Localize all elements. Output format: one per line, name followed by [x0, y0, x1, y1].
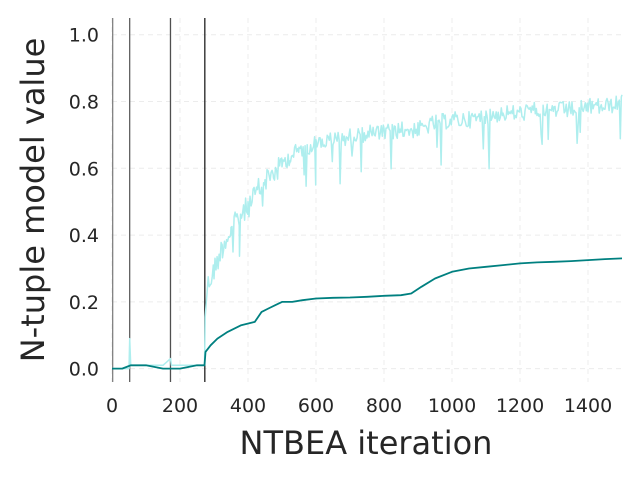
x-axis-label: NTBEA iteration [240, 424, 493, 462]
y-tick-label-2: 0.4 [69, 225, 99, 247]
tick-labels: 0 200 400 600 800 1000 1200 1400 0.0 0.2 0.4 0.6 0.8… [69, 25, 612, 417]
x-tick-label-2: 400 [230, 395, 266, 417]
x-tick-label-1: 200 [162, 395, 198, 417]
x-tick-label-3: 600 [298, 395, 334, 417]
x-tick-label-6: 1200 [496, 395, 544, 417]
x-tick-label-7: 1400 [564, 395, 612, 417]
y-tick-label-0: 0.0 [69, 359, 99, 381]
grid [111, 18, 622, 382]
y-tick-label-4: 0.8 [69, 91, 99, 113]
series-line-1 [112, 257, 623, 370]
y-tick-label-5: 1.0 [69, 25, 99, 47]
x-tick-label-4: 800 [366, 395, 402, 417]
y-tick-label-1: 0.2 [69, 292, 99, 314]
x-tick-label-0: 0 [106, 395, 118, 417]
y-axis-label: N-tuple model value [14, 38, 52, 363]
vertical-markers [112, 18, 206, 382]
series-layer [112, 94, 623, 370]
x-tick-label-5: 1000 [428, 395, 476, 417]
y-tick-label-3: 0.6 [69, 158, 99, 180]
series-line-0 [112, 94, 623, 370]
